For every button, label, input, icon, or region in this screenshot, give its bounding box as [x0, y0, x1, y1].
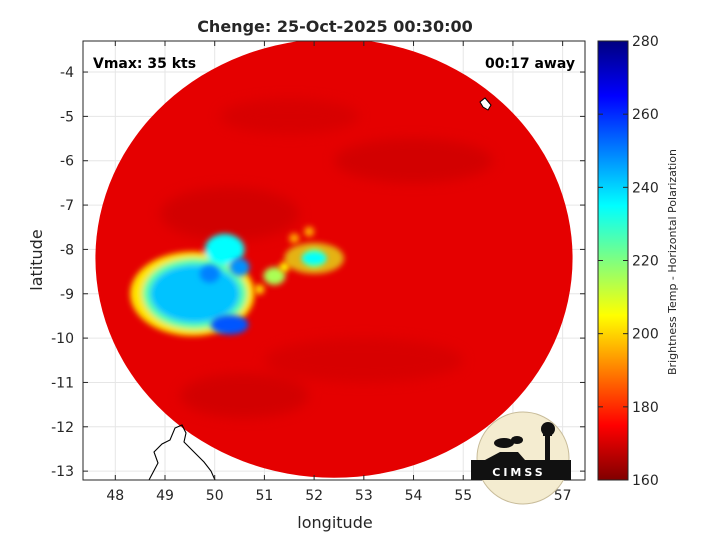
y-tick-label: -6	[60, 154, 74, 170]
chart-title: Chenge: 25-Oct-2025 00:30:00	[197, 17, 473, 36]
convective-cell-core	[301, 251, 327, 265]
colorbar-tick-label: 240	[632, 180, 659, 196]
colorbar-ticks: 280 260 240 220 200 180 160	[598, 34, 659, 489]
x-tick-label: 50	[206, 488, 224, 504]
x-tick-label: 52	[305, 488, 323, 504]
convective-cell	[210, 315, 249, 335]
colorbar-tick-label: 160	[632, 473, 659, 489]
y-tick-label: -4	[60, 65, 74, 81]
small-cell	[304, 226, 315, 237]
colorbar-tick-label: 180	[632, 400, 659, 416]
small-cell	[279, 262, 290, 273]
x-tick-label: 55	[454, 488, 472, 504]
y-tick-label: -10	[51, 331, 74, 347]
x-tick-label: 57	[554, 488, 572, 504]
colorbar-label: Brightness Temp - Horizontal Polarizatio…	[666, 149, 679, 375]
y-axis-label: latitude	[27, 229, 46, 290]
x-tick-label: 49	[156, 488, 174, 504]
convective-cell	[263, 267, 286, 285]
colorbar-tick-label: 220	[632, 254, 659, 270]
y-axis-ticks: -4 -5 -6 -7 -8 -9 -10 -11 -12 -13	[51, 65, 585, 480]
convective-cell	[229, 258, 250, 277]
swath-texture	[160, 98, 494, 418]
convective-mass-layer	[150, 264, 240, 323]
brightness-temp-swath	[95, 41, 573, 478]
y-tick-label: -7	[60, 198, 74, 214]
y-tick-label: -5	[60, 109, 74, 125]
coastline	[148, 424, 216, 481]
colorbar-tick-label: 260	[632, 107, 659, 123]
y-tick-label: -11	[51, 375, 74, 391]
texture-band	[179, 373, 310, 418]
colorbar-tick-label: 280	[632, 34, 659, 50]
y-tick-label: -13	[51, 464, 74, 480]
small-cell	[254, 284, 265, 295]
x-tick-label: 51	[256, 488, 274, 504]
cold-features	[130, 226, 344, 336]
time-away-label: 00:17 away	[485, 56, 575, 72]
y-tick-label: -9	[60, 287, 74, 303]
vmax-label: Vmax: 35 kts	[93, 56, 196, 72]
convective-mass-layer	[204, 233, 245, 265]
texture-band	[219, 98, 359, 135]
cimss-logo-text: CIMSS	[492, 466, 545, 479]
x-tick-label: 48	[106, 488, 124, 504]
cimss-logo: CIMSS	[471, 411, 571, 505]
colorbar-tick-label: 200	[632, 327, 659, 343]
y-tick-label: -12	[51, 420, 74, 436]
small-cell	[289, 233, 300, 244]
plot-frame	[82, 40, 586, 481]
texture-band	[264, 338, 464, 383]
island-outline	[479, 97, 492, 111]
x-tick-label: 54	[405, 488, 423, 504]
texture-band	[160, 187, 300, 241]
x-tick-label: 53	[355, 488, 373, 504]
x-axis-label: longitude	[297, 513, 372, 532]
convective-cell	[199, 264, 220, 283]
y-tick-label: -8	[60, 242, 74, 258]
texture-band	[334, 138, 494, 183]
